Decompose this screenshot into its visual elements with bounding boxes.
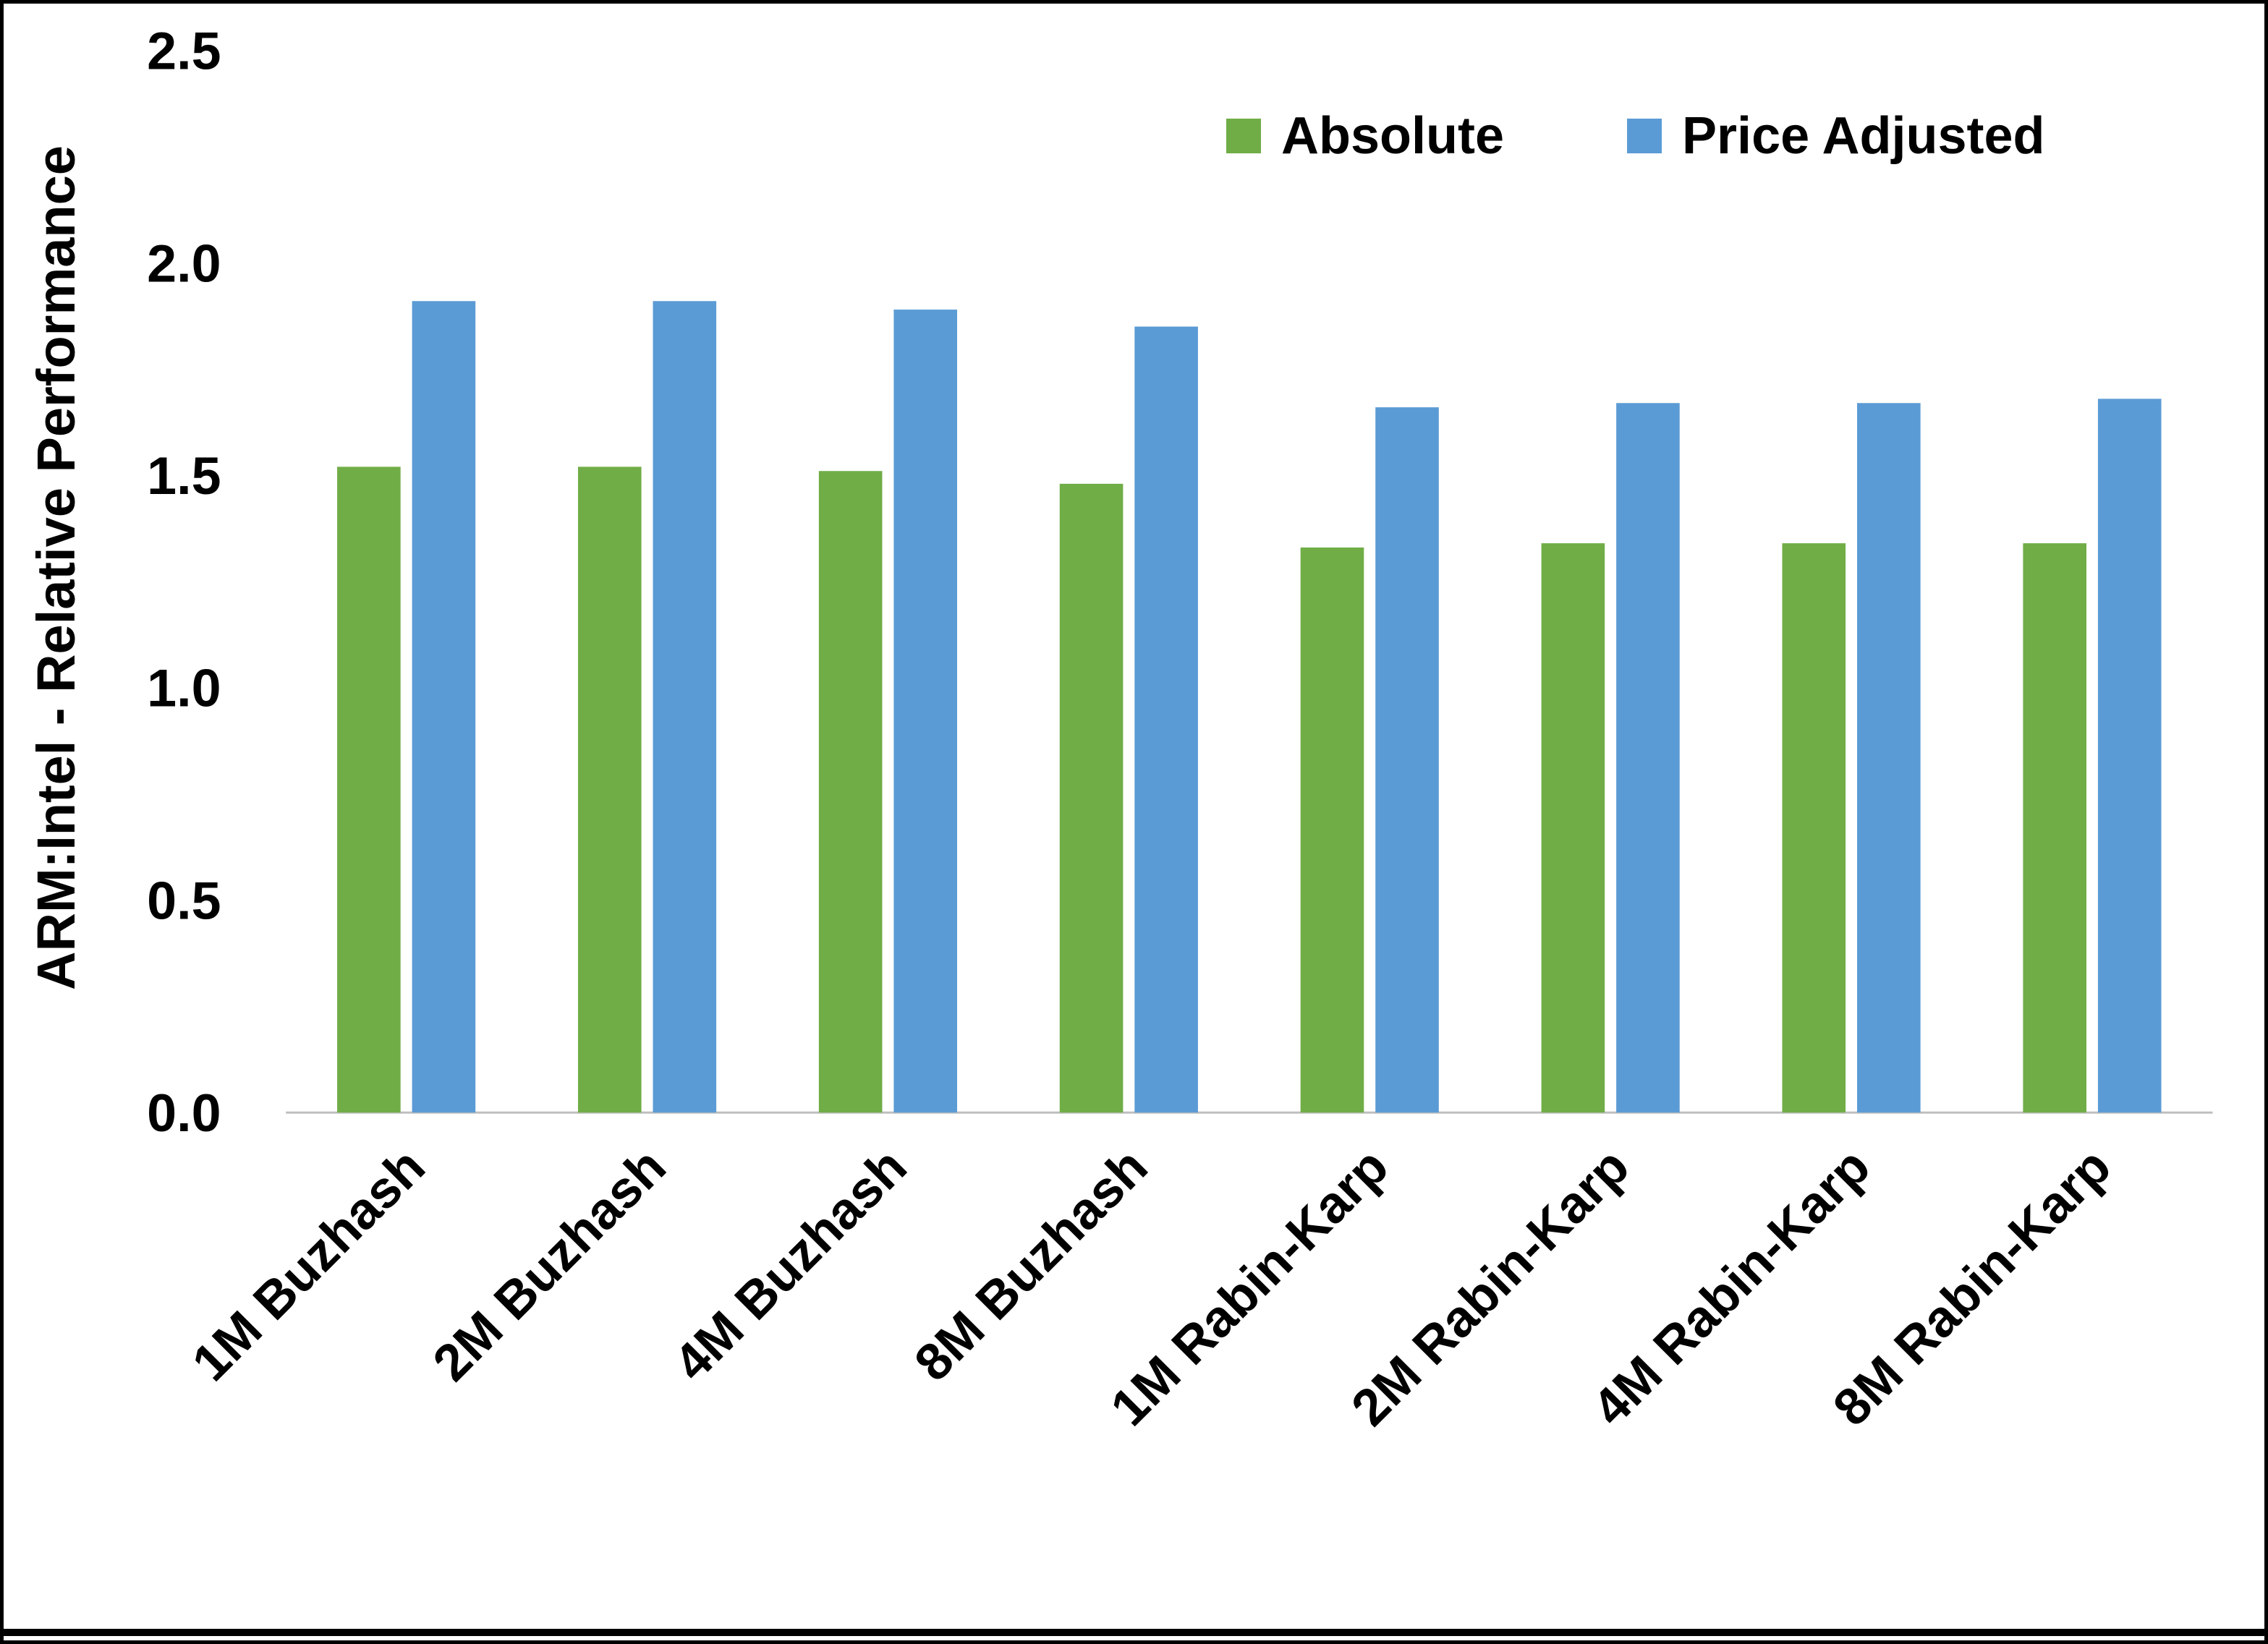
bar-absolute-8m-rabin-karp (2023, 543, 2086, 1113)
x-tick-label: 1M Buzhash (182, 1138, 436, 1392)
bar-absolute-4m-buzhash (818, 471, 883, 1113)
bar-absolute-2m-buzhash (577, 467, 642, 1113)
legend-item-price-adjusted: Price Adjusted (1627, 106, 2044, 166)
bar-price-adjusted-1m-buzhash (412, 301, 476, 1113)
bar-price-adjusted-2m-rabin-karp (1616, 403, 1680, 1113)
legend-label-price-adjusted: Price Adjusted (1682, 107, 2045, 165)
legend: Absolute Price Adjusted (1226, 106, 2044, 166)
legend-item-absolute: Absolute (1226, 106, 1504, 166)
bar-price-adjusted-8m-buzhash (1134, 326, 1198, 1113)
bar-absolute-1m-buzhash (337, 467, 401, 1113)
legend-swatch-absolute (1226, 119, 1261, 153)
y-axis-title: ARM:Intel - Relative Performance (26, 145, 86, 990)
bar-absolute-4m-rabin-karp (1782, 543, 1846, 1113)
bar-price-adjusted-1m-rabin-karp (1375, 407, 1439, 1113)
bar-price-adjusted-2m-buzhash (653, 301, 717, 1113)
bottom-rule (4, 1629, 2264, 1636)
y-tick-label: 1.5 (147, 446, 221, 506)
y-tick-label: 2.0 (147, 233, 221, 293)
y-tick-label: 0.0 (147, 1083, 221, 1143)
y-tick-label: 2.5 (147, 21, 221, 81)
bar-absolute-8m-buzhash (1059, 483, 1124, 1113)
x-tick-label: 4M Buzhash (663, 1138, 917, 1392)
bar-absolute-2m-rabin-karp (1541, 543, 1605, 1113)
bar-price-adjusted-4m-rabin-karp (1857, 403, 1921, 1113)
y-tick-label: 1.0 (147, 658, 221, 718)
bar-price-adjusted-4m-buzhash (893, 310, 958, 1113)
bar-price-adjusted-8m-rabin-karp (2097, 399, 2162, 1113)
x-tick-label: 8M Buzhash (904, 1138, 1158, 1392)
bar-absolute-1m-rabin-karp (1300, 547, 1364, 1113)
legend-label-absolute: Absolute (1281, 107, 1505, 165)
x-tick-label: 2M Buzhash (422, 1138, 676, 1392)
y-tick-label: 0.5 (147, 870, 221, 930)
legend-swatch-price-adjusted (1627, 119, 1662, 153)
